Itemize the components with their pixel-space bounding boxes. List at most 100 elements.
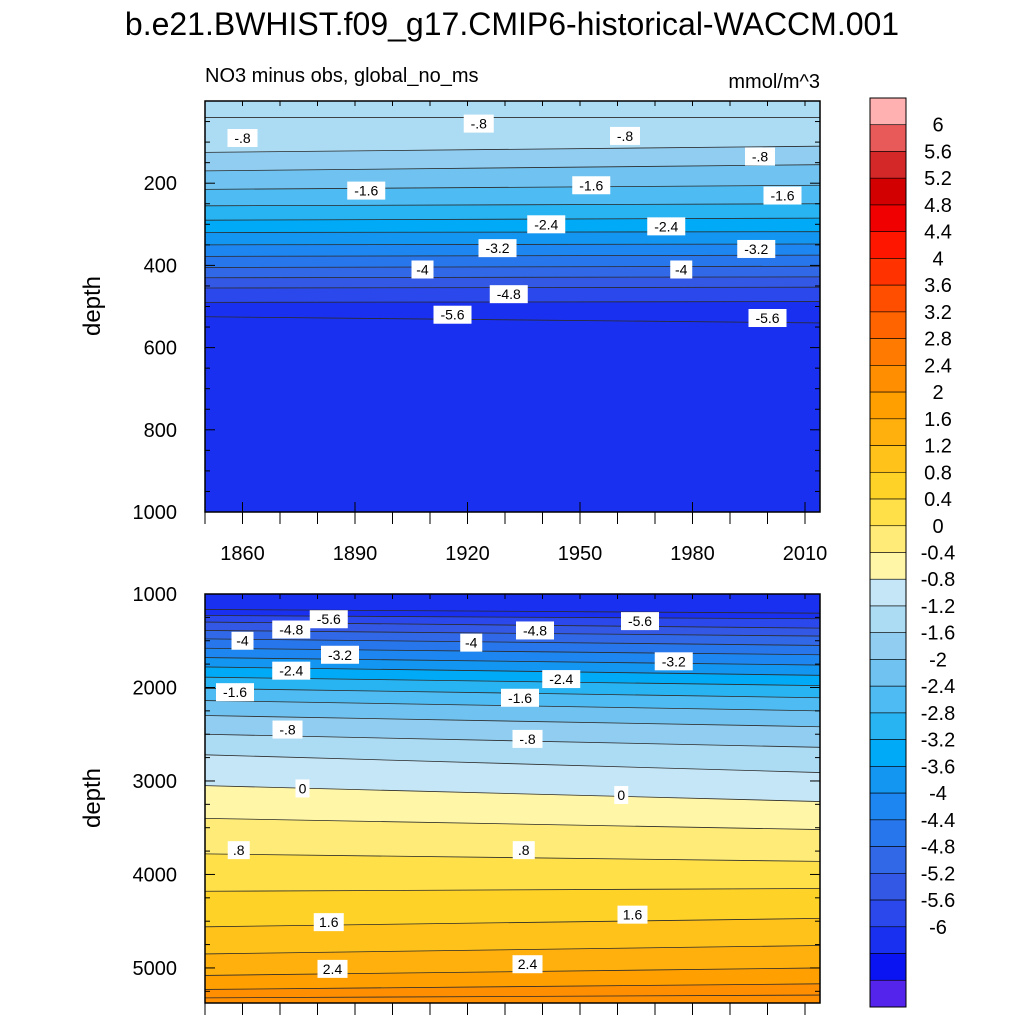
colorbar-label: -5.2 — [921, 863, 955, 885]
upper-panel-units: mmol/m^3 — [728, 71, 820, 93]
colorbar-cell — [869, 498, 907, 527]
contour-label: -.8 — [272, 720, 303, 739]
contour-label-box — [272, 661, 311, 680]
contour-line — [205, 945, 820, 955]
contour-label: -3.2 — [321, 645, 359, 664]
colorbar-cell — [869, 525, 907, 553]
contour-label-text: -.8 — [234, 130, 251, 146]
upper-contour-labels: -.8 -.8 -.8 -.8 -1.6 -1.6 -1.6 -2.4 -2.4 -3.2 -3.2… — [227, 114, 802, 328]
colorbar-cell — [869, 605, 907, 634]
contour-label: -1.6 — [763, 186, 802, 205]
contour-label-text: -5.6 — [317, 611, 341, 627]
lower-plot-frame — [204, 593, 821, 1004]
upper-panel: -.8 -.8 -.8 -.8 -1.6 -1.6 -1.6 -2.4 -2.4 -3.2 -3.2… — [79, 100, 827, 565]
contour-label: -.8 — [463, 114, 494, 133]
colorbar-label: 3.6 — [924, 275, 952, 297]
contour-label: -4.8 — [272, 620, 311, 639]
contour-label-box — [317, 959, 348, 978]
lower-axes: 1000 2000 3000 4000 5000 — [133, 584, 820, 1015]
contour-label: -1.6 — [572, 176, 611, 195]
colorbar-label: 0.8 — [924, 462, 952, 484]
contour-label-text: -4.8 — [523, 622, 547, 638]
contour-label: -4 — [231, 631, 254, 650]
contour-line — [205, 853, 820, 862]
contour-label: 2.4 — [512, 955, 543, 974]
y-tick-label: 400 — [144, 255, 177, 277]
contour-label: -2.4 — [527, 215, 566, 234]
contour-label-text: -4.8 — [279, 622, 303, 638]
colorbar-cell — [869, 953, 907, 981]
colorbar-label: 4.8 — [924, 195, 952, 217]
contour-label-box — [227, 128, 258, 147]
contour-label: -4 — [670, 260, 693, 279]
y-tick-label: 1000 — [133, 584, 178, 606]
contour-line — [205, 265, 820, 268]
contour-label: -3.2 — [737, 239, 776, 258]
contour-label-text: -4 — [465, 635, 478, 651]
contour-label-box — [542, 670, 581, 689]
colorbar-label: -6 — [929, 917, 947, 939]
contour-band — [205, 265, 820, 279]
contour-label: -4.8 — [516, 621, 554, 640]
upper-axes: 200 400 600 800 1000 1860 1890 1920 1950 1980 2010 — [133, 101, 827, 565]
contour-label-box — [321, 645, 359, 664]
contour-label-text: -1.6 — [508, 690, 532, 706]
contour-label-text: -.8 — [471, 116, 488, 132]
contour-label: -5.6 — [621, 612, 659, 631]
y-tick-label: 2000 — [133, 677, 178, 699]
contour-label-text: -5.6 — [755, 310, 779, 326]
y-tick-label: 200 — [144, 173, 177, 195]
contour-label-box — [272, 720, 303, 739]
contour-line — [205, 145, 820, 153]
colorbar-label: 1.6 — [924, 409, 952, 431]
contour-label: -.8 — [227, 128, 258, 147]
colorbar-label: 2.4 — [924, 355, 952, 377]
figure-title: b.e21.BWHIST.f09_g17.CMIP6-historical-WA… — [125, 6, 899, 42]
contour-label-text: -4 — [416, 262, 429, 278]
contour-label-text: -4 — [236, 633, 249, 649]
colorbar-label: 3.2 — [924, 302, 952, 324]
contour-label: -4 — [460, 633, 483, 652]
y-tick-label: 1000 — [133, 502, 178, 524]
contour-label: -.8 — [610, 126, 640, 145]
contour-label: -3.2 — [478, 239, 517, 258]
contour-label-box — [231, 631, 254, 650]
contour-label-text: -.8 — [279, 722, 296, 738]
contour-line — [205, 615, 820, 620]
colorbar-cell — [869, 231, 907, 259]
upper-panel-left-title: NO3 minus obs, global_no_ms — [205, 65, 478, 87]
colorbar-cell — [869, 873, 907, 901]
contour-label-box — [460, 633, 483, 652]
colorbar-cell — [869, 659, 907, 687]
contour-label-text: -3.2 — [744, 241, 768, 257]
contour-label-box — [610, 126, 640, 145]
x-tick-label: 1890 — [333, 543, 378, 565]
colorbar-cell — [869, 471, 907, 500]
contour-band — [205, 217, 820, 233]
contour-label: 1.6 — [617, 905, 648, 924]
x-tick-label: 1920 — [445, 543, 490, 565]
contour-label-box — [670, 260, 693, 279]
contour-label-text: 0 — [617, 787, 625, 803]
contour-label: 2.4 — [317, 959, 348, 978]
contour-line — [205, 994, 820, 999]
contour-label-box — [621, 612, 659, 631]
colorbar-cell — [869, 365, 907, 393]
colorbar-cell — [869, 739, 907, 767]
x-tick-label: 1980 — [670, 543, 715, 565]
contour-label: -2.4 — [272, 661, 311, 680]
colorbar-cell — [869, 819, 907, 847]
contour-label: -1.6 — [216, 683, 254, 702]
colorbar-label: 4 — [932, 248, 943, 270]
colorbar-cell — [869, 284, 907, 313]
contour-label-text: 0 — [299, 780, 307, 796]
colorbar-cell — [869, 124, 907, 152]
contour-label-text: 2.4 — [518, 956, 538, 972]
contour-label-text: 1.6 — [319, 914, 339, 930]
contour-label-text: .8 — [518, 842, 530, 858]
colorbar-frame — [869, 97, 907, 1008]
contour-label-text: -2.4 — [549, 671, 573, 687]
colorbar-label: -4 — [929, 783, 947, 805]
colorbar-cell — [869, 578, 907, 607]
